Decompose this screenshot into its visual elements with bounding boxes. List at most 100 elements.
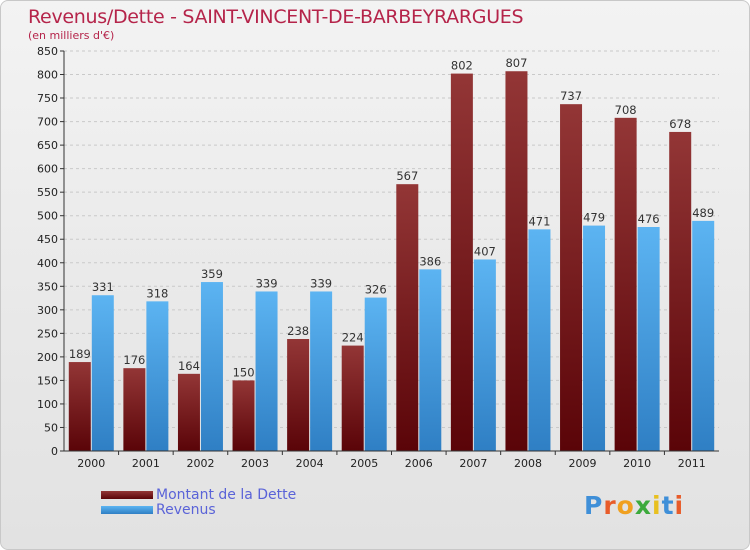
x-tick-label: 2001	[132, 457, 160, 470]
data-label-revenue: 331	[92, 280, 114, 294]
legend-swatch-revenue	[101, 505, 153, 514]
grid-lines	[64, 50, 719, 428]
y-tick-label: 100	[37, 398, 58, 411]
bar-revenue	[255, 291, 278, 451]
bar-debt	[123, 368, 146, 451]
data-label-revenue: 471	[528, 214, 550, 228]
bar-revenue	[583, 225, 606, 451]
bar-debt	[68, 362, 91, 451]
data-label-debt: 224	[342, 331, 364, 345]
data-label-revenue: 489	[692, 206, 714, 220]
data-label-debt: 176	[123, 353, 145, 367]
y-tick-label: 50	[44, 421, 58, 434]
y-tick-label: 350	[37, 280, 58, 293]
y-tick-label: 700	[37, 116, 58, 129]
chart-title: Revenus/Dette - SAINT-VINCENT-DE-BARBEYR…	[28, 6, 524, 28]
y-tick-label: 800	[37, 69, 58, 82]
x-tick-label: 2008	[514, 457, 542, 470]
y-tick-label: 200	[37, 351, 58, 364]
y-tick-label: 600	[37, 163, 58, 176]
y-tick-label: 550	[37, 186, 58, 199]
bar-debt	[232, 380, 255, 451]
logo-letter: x	[634, 491, 652, 520]
bar-debt	[669, 131, 692, 452]
bar-debt	[560, 104, 583, 452]
bar-revenue	[528, 229, 551, 451]
bar-debt	[505, 71, 528, 451]
data-label-debt: 807	[505, 56, 527, 70]
axes	[63, 51, 719, 452]
data-label-debt: 238	[287, 324, 309, 338]
x-axis-ticks: 2000 2001 2002 2003 2004 2005 2006 2007 2008 2009…	[77, 451, 706, 470]
logo-letter: i	[652, 491, 662, 520]
data-label-revenue: 339	[256, 276, 278, 290]
data-label-revenue: 407	[474, 244, 496, 258]
bar-revenue	[310, 291, 333, 451]
x-tick-label: 2004	[296, 457, 324, 470]
bar-revenue	[473, 259, 496, 451]
x-tick-label: 2007	[459, 457, 487, 470]
bars	[68, 71, 715, 452]
data-label-debt: 164	[178, 359, 200, 373]
logo-letter: t	[661, 491, 675, 520]
x-tick-label: 2002	[186, 457, 214, 470]
x-tick-label: 2006	[405, 457, 433, 470]
x-tick-label: 2003	[241, 457, 269, 470]
bar-debt	[341, 345, 364, 451]
y-tick-label: 250	[37, 327, 58, 340]
data-labels: 189 331 176 318 164 359 150 339 238 339 224 326 567 3…	[69, 56, 714, 379]
legend-item-revenue: Revenus	[101, 501, 296, 518]
bar-revenue	[692, 220, 715, 451]
logo-letter: r	[603, 491, 617, 520]
x-tick-label: 2005	[350, 457, 378, 470]
bar-debt	[614, 117, 637, 451]
legend-item-debt: Montant de la Dette	[101, 486, 297, 503]
y-axis-ticks: 0 50 100 150 200 250 300 350 400 450 500 550 600 650 7…	[37, 45, 64, 458]
y-tick-label: 0	[51, 445, 58, 458]
bar-debt	[396, 184, 419, 452]
bar-revenue	[419, 269, 442, 451]
data-label-revenue: 318	[146, 286, 168, 300]
y-tick-label: 750	[37, 92, 58, 105]
x-tick-label: 2000	[77, 457, 105, 470]
bar-debt	[450, 73, 473, 452]
logo-letter: o	[616, 491, 635, 520]
data-label-debt: 737	[560, 89, 582, 103]
data-label-revenue: 386	[419, 254, 441, 268]
proxiti-logo: Proxiti	[584, 491, 684, 520]
y-tick-label: 850	[37, 45, 58, 58]
y-tick-label: 650	[37, 139, 58, 152]
data-label-debt: 678	[669, 117, 691, 131]
bar-revenue	[364, 297, 387, 451]
data-label-revenue: 339	[310, 276, 332, 290]
data-label-revenue: 359	[201, 267, 223, 281]
data-label-debt: 150	[233, 365, 255, 379]
y-tick-label: 500	[37, 210, 58, 223]
y-tick-label: 400	[37, 257, 58, 270]
bar-revenue	[637, 227, 660, 451]
data-label-debt: 802	[451, 59, 473, 73]
data-label-debt: 567	[396, 169, 418, 183]
data-label-revenue: 326	[365, 283, 387, 297]
legend-label-debt: Montant de la Dette	[156, 486, 297, 503]
legend: Montant de la Dette Revenus	[101, 486, 297, 518]
logo-letter: i	[674, 491, 685, 520]
legend-swatch-debt	[101, 490, 153, 499]
bar-debt	[287, 339, 310, 451]
bar-revenue	[146, 301, 169, 451]
data-label-revenue: 476	[638, 212, 660, 226]
y-tick-label: 450	[37, 233, 58, 246]
x-tick-label: 2011	[678, 457, 706, 470]
x-tick-label: 2009	[569, 457, 597, 470]
bar-debt	[177, 373, 200, 451]
bar-revenue	[91, 295, 114, 451]
x-tick-label: 2010	[623, 457, 651, 470]
legend-label-revenue: Revenus	[156, 501, 216, 518]
logo-letter: P	[584, 491, 604, 520]
chart-subtitle: (en milliers d'€)	[28, 29, 115, 42]
y-tick-label: 150	[37, 374, 58, 387]
data-label-revenue: 479	[583, 211, 605, 225]
bar-revenue	[200, 282, 223, 451]
